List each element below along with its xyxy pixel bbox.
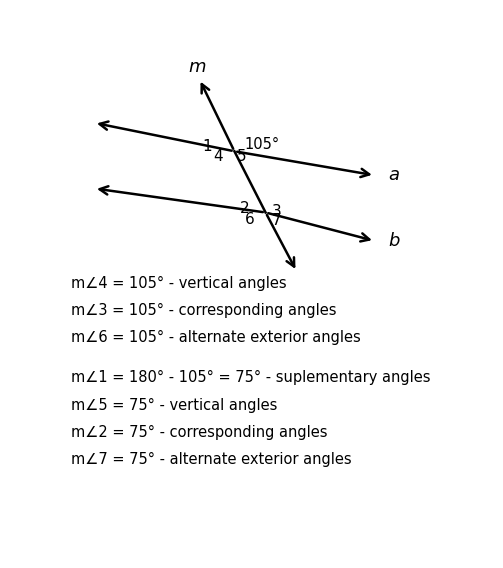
Text: m∠3 = 105° - corresponding angles: m∠3 = 105° - corresponding angles <box>70 303 336 318</box>
Text: b: b <box>388 232 400 250</box>
Text: m∠4 = 105° - vertical angles: m∠4 = 105° - vertical angles <box>70 276 286 291</box>
Text: m∠7 = 75° - alternate exterior angles: m∠7 = 75° - alternate exterior angles <box>70 452 351 467</box>
Text: m∠6 = 105° - alternate exterior angles: m∠6 = 105° - alternate exterior angles <box>70 330 361 345</box>
Text: m∠2 = 75° - corresponding angles: m∠2 = 75° - corresponding angles <box>70 425 327 440</box>
Text: m∠1 = 180° - 105° = 75° - suplementary angles: m∠1 = 180° - 105° = 75° - suplementary a… <box>70 370 430 386</box>
Text: 3: 3 <box>272 204 281 219</box>
Text: a: a <box>388 166 399 184</box>
Text: 2: 2 <box>240 201 249 216</box>
Text: m: m <box>189 58 206 76</box>
Text: 5: 5 <box>236 149 246 164</box>
Text: 7: 7 <box>272 213 281 228</box>
Text: 1: 1 <box>202 139 212 153</box>
Text: 105°: 105° <box>244 137 279 152</box>
Text: 4: 4 <box>213 149 223 164</box>
Text: m∠5 = 75° - vertical angles: m∠5 = 75° - vertical angles <box>70 398 277 412</box>
Text: 6: 6 <box>245 211 255 227</box>
